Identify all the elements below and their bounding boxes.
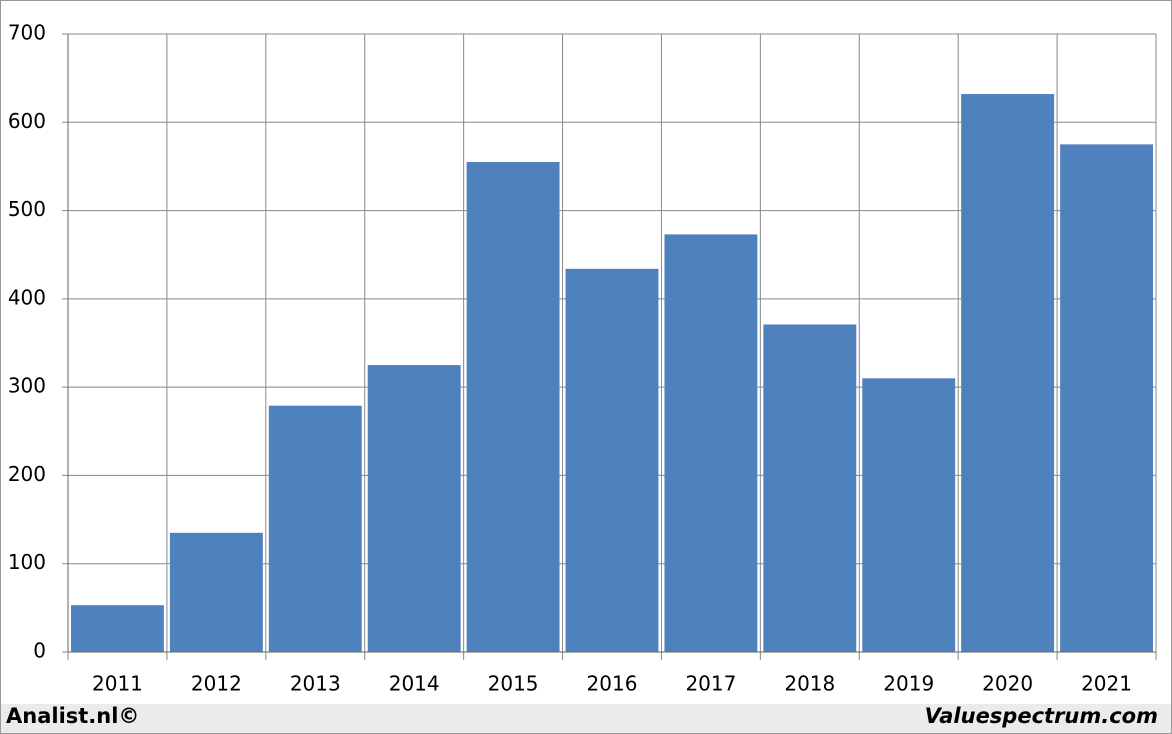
x-tick-label: 2017 bbox=[685, 672, 736, 696]
bar bbox=[367, 365, 461, 652]
y-tick-label: 200 bbox=[8, 462, 46, 486]
bar bbox=[565, 268, 659, 652]
y-tick-label: 500 bbox=[8, 197, 46, 221]
y-tick-label: 100 bbox=[8, 550, 46, 574]
x-tick-label: 2011 bbox=[92, 672, 143, 696]
bar bbox=[961, 94, 1055, 652]
bar bbox=[664, 234, 758, 652]
bar bbox=[169, 532, 263, 652]
footer-right: Valuespectrum.com bbox=[925, 704, 1158, 728]
x-tick-label: 2014 bbox=[389, 672, 440, 696]
y-tick-label: 600 bbox=[8, 109, 46, 133]
bar bbox=[71, 605, 164, 652]
x-tick-label: 2019 bbox=[883, 672, 934, 696]
bar bbox=[862, 378, 956, 652]
bar bbox=[466, 162, 560, 652]
x-tick-label: 2016 bbox=[587, 672, 638, 696]
y-tick-label: 300 bbox=[8, 374, 46, 398]
x-tick-label: 2015 bbox=[488, 672, 539, 696]
x-tick-label: 2020 bbox=[982, 672, 1033, 696]
x-tick-label: 2018 bbox=[784, 672, 835, 696]
footer-band bbox=[1, 704, 1171, 733]
y-tick-label: 400 bbox=[8, 285, 46, 309]
bar bbox=[268, 405, 362, 652]
footer-left: Analist.nl© bbox=[6, 704, 139, 728]
y-tick-label: 0 bbox=[33, 639, 46, 663]
y-tick-label: 700 bbox=[8, 21, 46, 45]
bar bbox=[1060, 144, 1153, 652]
x-tick-label: 2012 bbox=[191, 672, 242, 696]
x-tick-label: 2013 bbox=[290, 672, 341, 696]
x-tick-label: 2021 bbox=[1081, 672, 1132, 696]
bar bbox=[763, 324, 857, 652]
